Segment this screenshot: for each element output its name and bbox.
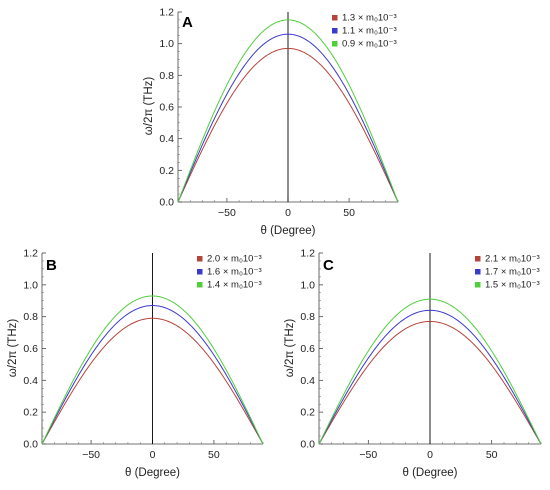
legend-swatch-3	[332, 41, 338, 47]
y-tick-label: 0.4	[23, 375, 38, 387]
series-line-2	[177, 33, 399, 203]
y-tick-label: 0.2	[23, 407, 38, 419]
y-tick-label: 1.2	[300, 248, 315, 260]
series-line-3	[41, 295, 264, 445]
legend-swatch-2	[475, 269, 481, 275]
panel-b: 0.0 0.2 0.4 0.6 0.8 1.0 1.2 −50 0 50 2.0 × m₀10⁻³ 1…	[7, 248, 264, 479]
x-tick-label: 50	[486, 449, 498, 461]
y-tick-label: 0.6	[300, 343, 315, 355]
legend-entry-2: 1.6 × m₀10⁻³	[207, 267, 262, 278]
y-tick-label: 0.0	[23, 439, 38, 451]
y-tick-label: 0.0	[159, 197, 174, 209]
y-tick-label: 0.2	[300, 407, 315, 419]
series-line-1	[41, 317, 264, 445]
legend-entry-3: 1.4 × m₀10⁻³	[207, 280, 262, 291]
y-tick-label: 1.0	[23, 279, 38, 291]
legend-swatch-3	[475, 282, 481, 288]
y-axis-label: ω/2π (THz)	[284, 319, 296, 378]
legend-swatch-2	[197, 269, 203, 275]
legend-swatch-1	[475, 256, 481, 262]
x-tick-label: −50	[359, 449, 377, 461]
legend-swatch-2	[332, 28, 338, 34]
y-tick-label: 1.0	[300, 279, 315, 291]
panel-c: 0.0 0.2 0.4 0.6 0.8 1.0 1.2 −50 0 50 2.1 × m₀10⁻³ 1…	[284, 248, 542, 479]
panel-label: C	[323, 257, 334, 274]
x-axis-label: θ (Degree)	[261, 225, 316, 237]
y-tick-label: 0.6	[23, 343, 38, 355]
x-tick-label: −50	[218, 207, 236, 219]
legend-entry-3: 0.9 × m₀10⁻³	[342, 39, 397, 50]
legend-entry-1: 2.1 × m₀10⁻³	[485, 254, 540, 265]
x-tick-label: 0	[150, 449, 156, 461]
series-line-3	[177, 19, 399, 203]
series-line-2	[41, 305, 264, 445]
series-line-2	[318, 309, 542, 445]
y-axis-label: ω/2π (THz)	[143, 77, 155, 136]
legend-entry-3: 1.5 × m₀10⁻³	[485, 280, 540, 291]
y-tick-label: 1.0	[159, 38, 174, 50]
y-tick-label: 0.2	[159, 165, 174, 177]
y-tick-label: 0.8	[23, 311, 38, 323]
legend-entry-1: 2.0 × m₀10⁻³	[207, 254, 262, 265]
x-tick-label: 0	[427, 449, 433, 461]
legend-swatch-1	[332, 15, 338, 21]
legend-entry-2: 1.1 × m₀10⁻³	[342, 26, 397, 37]
legend-entry-2: 1.7 × m₀10⁻³	[485, 267, 540, 278]
x-tick-label: 50	[343, 207, 355, 219]
y-tick-label: 0.4	[159, 133, 174, 145]
y-tick-label: 0.8	[300, 311, 315, 323]
legend-swatch-1	[197, 256, 203, 262]
panel-label: A	[182, 14, 193, 31]
y-axis-label: ω/2π (THz)	[7, 319, 19, 378]
series-line-1	[318, 320, 542, 445]
y-tick-label: 0.4	[300, 375, 315, 387]
y-tick-label: 1.2	[159, 7, 174, 19]
x-axis-label: θ (Degree)	[125, 467, 180, 479]
y-tick-label: 0.0	[300, 439, 315, 451]
x-tick-label: −50	[82, 449, 100, 461]
y-tick-label: 1.2	[23, 248, 38, 260]
y-tick-label: 0.8	[159, 70, 174, 82]
x-axis-label: θ (Degree)	[403, 467, 458, 479]
series-line-3	[318, 298, 542, 445]
y-tick-label: 0.6	[159, 102, 174, 114]
series-line-1	[177, 47, 399, 203]
panel-a: 0.0 0.2 0.4 0.6 0.8 1.0 1.2 −50 0 50 1.3 × m₀10⁻³ 1…	[143, 7, 399, 237]
panel-label: B	[46, 257, 57, 274]
legend-swatch-3	[197, 282, 203, 288]
x-tick-label: 0	[285, 207, 291, 219]
legend-entry-1: 1.3 × m₀10⁻³	[342, 13, 397, 24]
x-tick-label: 50	[208, 449, 220, 461]
